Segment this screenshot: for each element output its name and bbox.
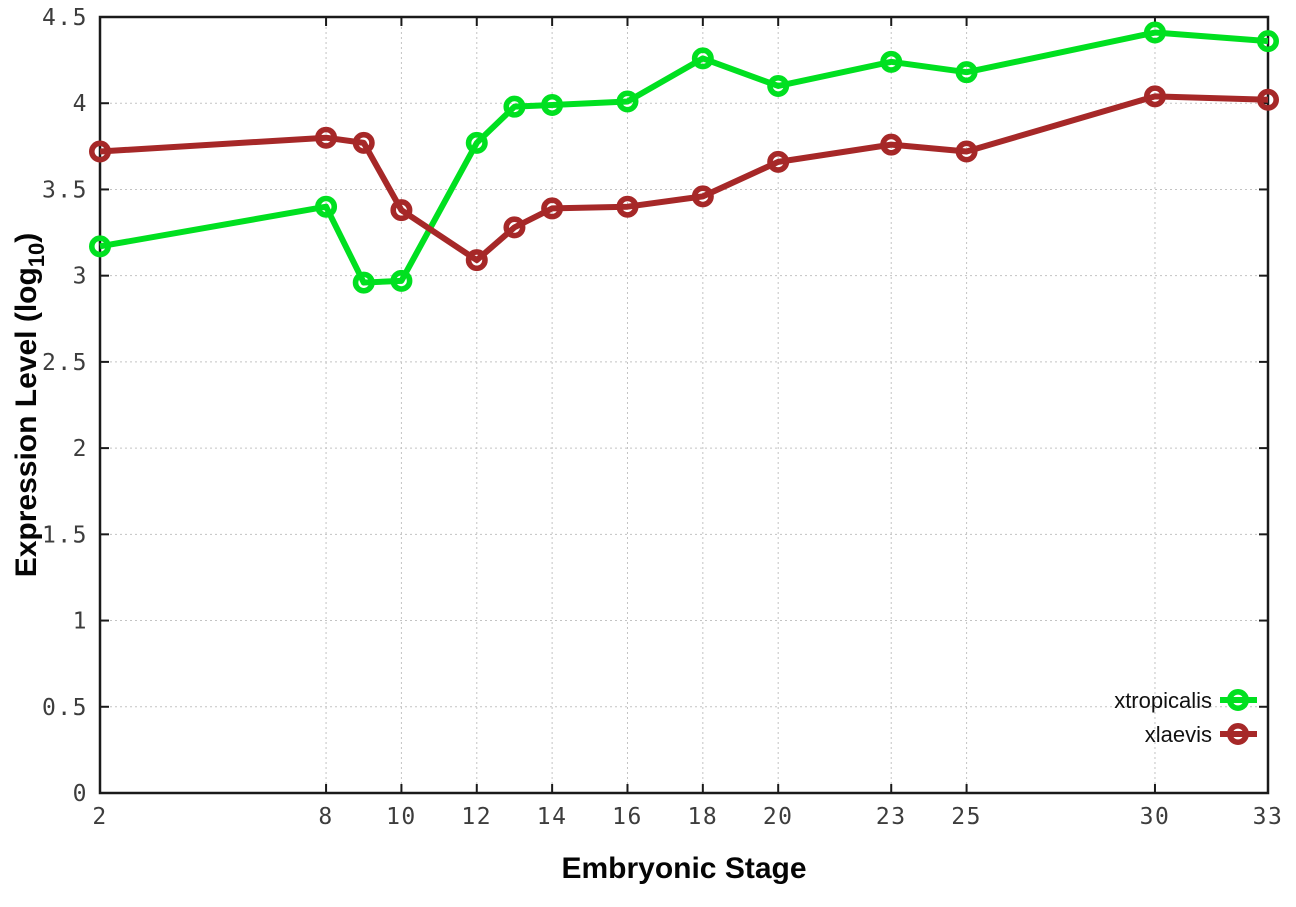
- y-tick-label: 2.5: [42, 350, 88, 376]
- x-axis-title: Embryonic Stage: [561, 852, 806, 885]
- x-tick-label: 16: [612, 804, 643, 830]
- x-tick-label: 14: [537, 804, 568, 830]
- data-point-xtropicalis-stage-30: [1143, 21, 1166, 44]
- x-tick-label: 10: [386, 804, 417, 830]
- y-tick-label: 4.5: [42, 5, 88, 31]
- series-layer: [89, 21, 1280, 294]
- x-tick-label: 2: [92, 804, 107, 830]
- y-tick-label: 2: [73, 436, 88, 462]
- data-point-xtropicalis-stage-9: [352, 271, 375, 294]
- data-point-xlaevis-stage-23: [880, 133, 903, 156]
- y-axis-title-subscript: 10: [24, 243, 49, 267]
- data-point-xtropicalis-stage-23: [880, 50, 903, 73]
- data-point-xlaevis-stage-30: [1143, 85, 1166, 108]
- x-tick-label: 8: [318, 804, 333, 830]
- x-tick-label: 20: [763, 804, 794, 830]
- plot-border: [98, 15, 1270, 795]
- data-point-xlaevis-stage-18: [691, 185, 714, 208]
- y-tick-label: 0: [73, 781, 88, 807]
- x-tick-label: 12: [461, 804, 492, 830]
- x-tick-label: 33: [1253, 804, 1284, 830]
- data-point-xlaevis-stage-20: [767, 150, 790, 173]
- data-point-xlaevis-stage-2: [89, 140, 112, 163]
- y-tick-label: 0.5: [42, 695, 88, 721]
- legend-label-xtropicalis: xtropicalis: [1114, 688, 1212, 713]
- y-axis-title: Expression Level (log10): [10, 233, 49, 578]
- data-point-xtropicalis-stage-20: [767, 74, 790, 97]
- data-point-xtropicalis-stage-16: [616, 90, 639, 113]
- data-point-xtropicalis-stage-18: [691, 47, 714, 70]
- y-axis-title-main: Expression Level (log: [10, 267, 43, 577]
- data-point-xlaevis-stage-9: [352, 131, 375, 154]
- data-point-xtropicalis-stage-8: [315, 195, 338, 218]
- legend-item-xlaevis: xlaevis: [1145, 722, 1257, 747]
- legend-marker-icon-xtropicalis: [1227, 688, 1250, 711]
- y-tick-label: 1.5: [42, 522, 88, 548]
- x-tick-label: 30: [1140, 804, 1171, 830]
- legend-marker-icon-xlaevis: [1227, 722, 1250, 745]
- data-point-xlaevis-stage-8: [315, 126, 338, 149]
- series-line-xlaevis: [99, 93, 1269, 264]
- gridlines-layer: [100, 17, 1268, 793]
- data-point-xtropicalis-stage-13: [503, 95, 526, 118]
- data-point-xtropicalis-stage-33: [1257, 30, 1280, 53]
- data-point-xlaevis-stage-13: [503, 216, 526, 239]
- tickmarks-layer: [99, 16, 1269, 794]
- legend: xtropicalis xlaevis: [1114, 688, 1257, 747]
- data-point-xtropicalis-stage-2: [89, 235, 112, 258]
- data-point-xlaevis-stage-33: [1257, 88, 1280, 111]
- legend-label-xlaevis: xlaevis: [1145, 722, 1212, 747]
- tick-labels-layer: 2 8 10 12 14 16 18 20 23 25 30 33 0 0.5 1 1.5 2 2.5 3 3.5 4 4…: [42, 5, 1284, 830]
- y-tick-label: 1: [73, 609, 88, 635]
- x-tick-label: 23: [876, 804, 907, 830]
- data-point-xtropicalis-stage-25: [955, 61, 978, 84]
- data-point-xlaevis-stage-12: [465, 249, 488, 272]
- data-point-xtropicalis-stage-14: [541, 93, 564, 116]
- data-point-xlaevis-stage-10: [390, 199, 413, 222]
- x-tick-label: 25: [951, 804, 982, 830]
- series-line-xtropicalis: [99, 29, 1269, 286]
- data-point-xlaevis-stage-25: [955, 140, 978, 163]
- x-tick-label: 18: [687, 804, 718, 830]
- y-tick-label: 3: [73, 264, 88, 290]
- data-point-xlaevis-stage-16: [616, 195, 639, 218]
- y-tick-label: 4: [73, 91, 88, 117]
- data-point-xlaevis-stage-14: [541, 197, 564, 220]
- y-axis-title-close: ): [10, 233, 43, 243]
- data-point-xtropicalis-stage-12: [465, 131, 488, 154]
- data-point-xtropicalis-stage-10: [390, 269, 413, 292]
- legend-item-xtropicalis: xtropicalis: [1114, 688, 1257, 713]
- y-tick-label: 3.5: [42, 177, 88, 203]
